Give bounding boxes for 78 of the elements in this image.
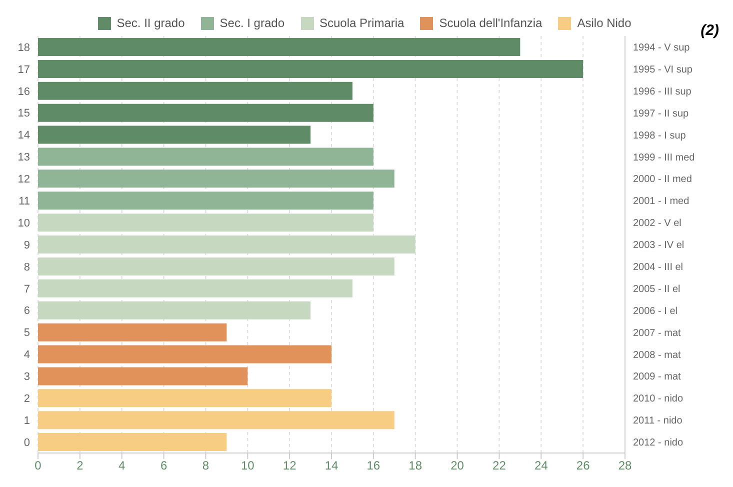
x-tick-label: 8: [202, 458, 210, 473]
bar: [38, 236, 416, 254]
x-tick-label: 26: [576, 458, 590, 473]
x-tick-label: 0: [34, 458, 42, 473]
y2-tick-label: 2000 - II med: [633, 174, 692, 186]
y-tick-label: 3: [24, 371, 30, 384]
bar: [38, 60, 584, 78]
legend-label: Sec. II grado: [116, 16, 185, 30]
bar: [38, 433, 227, 452]
x-tick-label: 10: [240, 458, 255, 473]
bar: [38, 279, 352, 298]
legend-label: Sec. I grado: [218, 16, 284, 30]
y-tick-label: 0: [24, 436, 30, 449]
y2-tick-label: 1999 - III med: [633, 152, 695, 164]
y-tick-label: 9: [24, 239, 30, 252]
bar: [38, 104, 374, 122]
legend-label: Asilo Nido: [576, 16, 632, 30]
y-tick-label: 12: [18, 174, 30, 186]
x-tick-label: 28: [618, 458, 632, 473]
y2-tick-label: 2007 - mat: [633, 328, 682, 339]
y2-tick-label: 2001 - I med: [633, 196, 690, 208]
legend-label: Scuola Primaria: [318, 16, 404, 30]
y2-tick-label: 1998 - I sup: [633, 130, 686, 142]
x-tick-label: 6: [160, 458, 168, 473]
x-tick-label: 18: [408, 458, 422, 473]
bar: [38, 126, 311, 144]
y2-tick-label: 2002 - V el: [633, 218, 682, 230]
y2-tick-label: 2010 - nido: [633, 394, 684, 405]
x-tick-label: 16: [366, 458, 380, 473]
y-tick-label: 1: [24, 414, 30, 427]
y2-tick-label: 2003 - IV el: [633, 240, 684, 252]
bar: [38, 345, 332, 364]
y-tick-label: 17: [18, 64, 30, 76]
y-tick-label: 15: [18, 108, 30, 120]
y2-tick-label: 1995 - VI sup: [633, 64, 693, 76]
bar: [38, 323, 227, 342]
bar: [38, 367, 248, 386]
y2-tick-label: 2005 - II el: [633, 284, 680, 295]
bar: [38, 214, 374, 232]
y-tick-label: 18: [18, 42, 30, 54]
y2-tick-label: 2012 - nido: [633, 438, 684, 449]
y2-tick-label: 2004 - III el: [633, 262, 684, 273]
y-tick-label: 10: [18, 217, 30, 230]
y-tick-label: 16: [18, 86, 30, 98]
bar: [38, 411, 394, 430]
y-tick-label: 5: [24, 327, 30, 340]
bar: [38, 301, 311, 320]
y-tick-label: 8: [24, 261, 30, 274]
y-tick-label: 14: [18, 130, 30, 142]
y2-tick-label: 2009 - mat: [633, 372, 682, 383]
y-tick-label: 7: [24, 283, 30, 296]
y2-tick-label: 1996 - III sup: [633, 86, 692, 98]
y2-tick-label: 2006 - I el: [633, 306, 678, 317]
bar: [38, 257, 394, 276]
x-tick-label: 2: [76, 458, 84, 473]
x-tick-label: 12: [282, 458, 297, 473]
x-tick-label: 24: [534, 458, 548, 473]
x-tick-label: 4: [118, 458, 126, 473]
text: (2): [700, 22, 719, 39]
bar: [38, 389, 332, 408]
y-tick-label: 4: [24, 349, 30, 362]
y-tick-label: 11: [18, 196, 30, 208]
y-tick-label: 6: [24, 305, 30, 318]
bar: [38, 192, 374, 210]
y2-tick-label: 1994 - V sup: [633, 42, 690, 54]
x-tick-label: 20: [450, 458, 464, 473]
legend-label: Scuola dell'Infanzia: [438, 16, 542, 30]
bar: [38, 38, 520, 56]
x-tick-label: 22: [492, 458, 506, 473]
y2-tick-label: 1997 - II sup: [633, 108, 690, 120]
y2-tick-label: 2008 - mat: [633, 350, 682, 361]
x-tick-label: 14: [324, 458, 338, 473]
y-tick-label: 2: [24, 393, 30, 406]
bar: [38, 170, 394, 188]
bar: [38, 82, 352, 100]
y2-tick-label: 2011 - nido: [633, 416, 683, 427]
y-tick-label: 13: [18, 152, 30, 164]
bar: [38, 148, 374, 166]
